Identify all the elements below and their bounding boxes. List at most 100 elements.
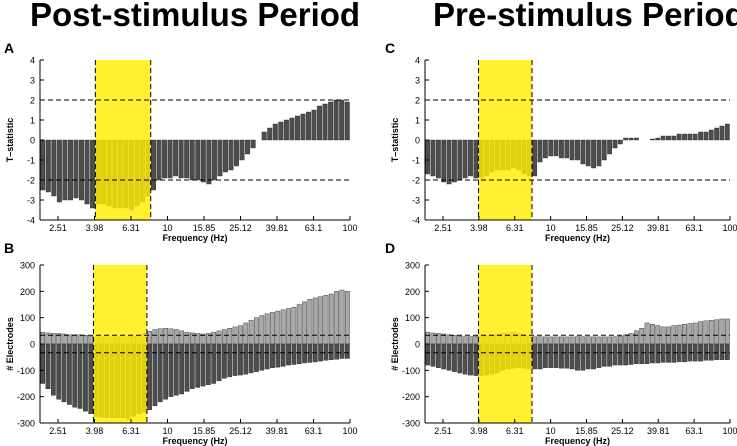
bar-a-4 bbox=[62, 139, 68, 201]
bar-c-50 bbox=[692, 133, 698, 141]
bar-a-1 bbox=[45, 139, 51, 193]
x-tick-label: 39.81 bbox=[647, 426, 670, 436]
bar-c-32 bbox=[596, 139, 602, 167]
bar-d-neg-26 bbox=[564, 343, 570, 369]
bar-b-pos-51 bbox=[312, 297, 318, 345]
bar-d-pos-54 bbox=[714, 319, 719, 345]
bar-c-37 bbox=[623, 137, 629, 141]
bar-d-neg-0 bbox=[425, 343, 431, 366]
bar-d-pos-6 bbox=[457, 335, 463, 345]
bar-b-pos-1 bbox=[45, 332, 51, 345]
bar-b-pos-38 bbox=[243, 322, 249, 345]
bar-b-pos-40 bbox=[254, 317, 259, 345]
bar-b-pos-8 bbox=[83, 335, 88, 345]
bar-b-pos-50 bbox=[307, 299, 313, 345]
bar-b-neg-42 bbox=[264, 343, 270, 370]
bar-a-27 bbox=[189, 139, 195, 181]
bar-a-47 bbox=[300, 113, 306, 141]
bar-b-neg-38 bbox=[243, 343, 249, 375]
bar-c-45 bbox=[666, 135, 671, 141]
bar-b-neg-27 bbox=[184, 343, 190, 392]
highlight-band-a bbox=[95, 60, 151, 220]
bar-b-neg-5 bbox=[67, 343, 72, 405]
bar-a-3 bbox=[56, 139, 62, 203]
y-tick-label: -3 bbox=[412, 196, 420, 206]
y-tick-label: 4 bbox=[415, 56, 420, 66]
x-tick-label: 6.31 bbox=[122, 223, 140, 233]
bar-d-neg-53 bbox=[708, 343, 714, 361]
bar-d-neg-30 bbox=[585, 343, 591, 370]
bar-b-pos-53 bbox=[323, 295, 329, 345]
x-tick-label: 10 bbox=[546, 223, 556, 233]
y-tick-label: -4 bbox=[27, 216, 35, 226]
bar-d-neg-20 bbox=[532, 343, 538, 370]
bar-d-neg-35 bbox=[612, 343, 618, 366]
x-tick-label: 3.98 bbox=[470, 223, 488, 233]
bar-a-28 bbox=[195, 139, 201, 181]
y-tick-label: 100 bbox=[20, 313, 35, 323]
bar-a-36 bbox=[239, 139, 245, 161]
bar-d-pos-29 bbox=[580, 336, 586, 345]
x-tick-label: 3.98 bbox=[86, 223, 104, 233]
y-tick-label: 0 bbox=[415, 340, 420, 350]
bar-d-pos-23 bbox=[548, 336, 554, 345]
y-tick-label: 0 bbox=[30, 136, 35, 146]
y-tick-label: 200 bbox=[20, 287, 35, 297]
bar-b-neg-53 bbox=[323, 343, 329, 361]
bar-a-38 bbox=[250, 139, 256, 149]
x-axis-label: Frequency (Hz) bbox=[545, 233, 610, 243]
bar-a-6 bbox=[73, 139, 79, 199]
bar-b-neg-1 bbox=[45, 343, 51, 389]
bar-d-pos-27 bbox=[569, 336, 575, 345]
bar-a-49 bbox=[311, 109, 317, 141]
bar-b-pos-25 bbox=[173, 329, 179, 345]
bar-d-neg-41 bbox=[644, 343, 650, 364]
bar-a-40 bbox=[261, 131, 267, 141]
bar-a-31 bbox=[211, 139, 217, 181]
bar-c-44 bbox=[660, 135, 666, 141]
bar-b-neg-30 bbox=[200, 343, 206, 387]
bar-d-pos-51 bbox=[698, 321, 703, 345]
bar-c-36 bbox=[617, 139, 623, 145]
bar-d-pos-32 bbox=[596, 336, 602, 345]
bar-b-pos-7 bbox=[77, 334, 83, 345]
x-tick-label: 100 bbox=[342, 426, 357, 436]
bar-d-pos-30 bbox=[585, 336, 591, 345]
bar-d-neg-46 bbox=[671, 343, 677, 363]
bar-c-7 bbox=[462, 139, 468, 179]
bar-a-29 bbox=[200, 139, 206, 183]
bar-c-38 bbox=[628, 137, 634, 141]
bar-a-50 bbox=[317, 105, 323, 141]
bar-b-neg-35 bbox=[227, 343, 233, 378]
bar-d-pos-47 bbox=[676, 324, 682, 345]
bar-a-53 bbox=[333, 99, 339, 141]
bar-b-neg-24 bbox=[168, 343, 174, 397]
bar-b-pos-39 bbox=[248, 320, 254, 345]
x-tick-label: 2.51 bbox=[434, 223, 452, 233]
bar-c-47 bbox=[676, 133, 682, 141]
bar-d-neg-1 bbox=[430, 343, 436, 367]
bar-b-neg-33 bbox=[216, 343, 222, 382]
bar-c-3 bbox=[441, 139, 447, 183]
x-tick-label: 39.81 bbox=[266, 426, 289, 436]
y-tick-label: -200 bbox=[17, 392, 35, 402]
bar-a-54 bbox=[339, 99, 345, 141]
bar-b-neg-49 bbox=[302, 343, 307, 364]
bar-b-pos-56 bbox=[339, 289, 345, 345]
x-tick-label: 100 bbox=[722, 426, 737, 436]
y-tick-label: -2 bbox=[27, 176, 35, 186]
bar-a-30 bbox=[206, 139, 212, 185]
bar-d-pos-49 bbox=[687, 323, 693, 345]
bar-d-pos-0 bbox=[425, 331, 431, 345]
bar-c-51 bbox=[698, 131, 703, 141]
bar-b-neg-40 bbox=[254, 343, 259, 372]
bar-b-neg-34 bbox=[222, 343, 227, 379]
bar-d-neg-34 bbox=[607, 343, 612, 367]
bar-b-neg-39 bbox=[248, 343, 254, 374]
y-tick-label: 300 bbox=[405, 261, 420, 271]
x-tick-label: 6.31 bbox=[122, 426, 140, 436]
bar-d-pos-43 bbox=[655, 325, 661, 345]
bar-a-9 bbox=[90, 139, 96, 209]
x-tick-label: 25.12 bbox=[229, 223, 252, 233]
bar-c-2 bbox=[436, 139, 441, 179]
